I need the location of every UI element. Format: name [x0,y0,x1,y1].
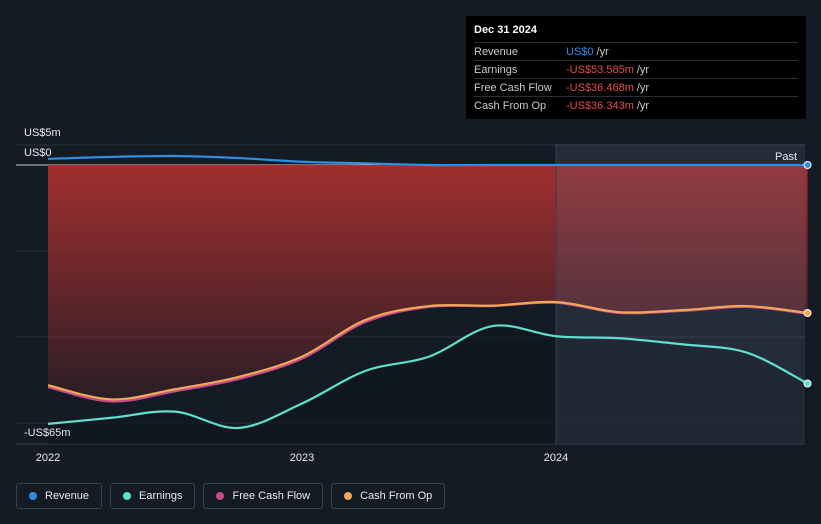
y-tick-label: -US$65m [24,427,70,439]
past-shade [556,144,805,444]
cash-from-op-end-marker [803,308,812,317]
earnings-end-marker [803,379,812,388]
tooltip-row-revenue: Revenue US$0/yr [474,42,798,60]
tooltip-row-unit: /yr [636,81,650,94]
revenue-line [47,154,808,167]
loss-areas [48,165,808,444]
legend-label: Free Cash Flow [232,490,311,502]
tooltip-row-free-cash-flow: Free Cash Flow -US$36.468m/yr [474,78,798,96]
chart-plot: US$5m US$0 -US$65m 2022 2023 2024 Past [16,127,812,464]
legend: Revenue Earnings Free Cash Flow Cash From O… [16,483,446,509]
tooltip-panel: Dec 31 2024 Revenue US$0/yr Earnings -US$53… [466,16,806,119]
y-tick-label: US$0 [24,147,52,159]
cash-from-op-area [48,165,808,400]
legend-dot-icon [344,492,353,500]
tooltip-row-earnings: Earnings -US$53.585m/yr [474,60,798,78]
legend-label: Cash From Op [360,490,433,502]
legend-dot-icon [216,492,225,500]
legend-label: Earnings [139,490,183,502]
legend-dot-icon [123,492,132,500]
y-tick-label: US$5m [24,127,61,139]
legend-item-earnings[interactable]: Earnings [110,483,196,509]
tooltip-row-label: Earnings [474,63,518,76]
tooltip-row-unit: /yr [596,45,609,58]
tooltip-row-label: Free Cash Flow [474,81,552,94]
past-label: Past [775,151,797,163]
legend-item-free-cash-flow[interactable]: Free Cash Flow [203,483,324,509]
x-tick-label: 2022 [36,452,60,464]
tooltip-row-value: US$0 [566,45,594,58]
tooltip-row-unit: /yr [636,63,650,76]
series-lines [47,154,809,430]
x-tick-label: 2023 [290,452,314,464]
tooltip-row-value: -US$36.343m [566,99,634,112]
tooltip-row-label: Cash From Op [474,99,547,112]
legend-item-cash-from-op[interactable]: Cash From Op [331,483,446,509]
x-tick-label: 2024 [544,452,568,464]
past-region [555,144,805,444]
tooltip-row-cash-from-op: Cash From Op -US$36.343m/yr [474,96,798,114]
end-markers [803,161,812,388]
tooltip-row-value: -US$36.468m [566,81,634,94]
legend-item-revenue[interactable]: Revenue [16,483,103,509]
tooltip-row-label: Revenue [474,45,519,58]
earnings-line [47,324,809,430]
legend-dot-icon [29,492,37,500]
axis-ticks: US$5m US$0 -US$65m 2022 2023 2024 [24,127,568,464]
revenue-end-marker [803,161,812,169]
tooltip-row-unit: /yr [636,99,650,112]
legend-label: Revenue [45,490,90,502]
tooltip-row-value: -US$53.585m [566,63,634,76]
tooltip-date: Dec 31 2024 [474,24,537,36]
cash-from-op-line [47,300,808,401]
earnings-area [48,325,808,444]
